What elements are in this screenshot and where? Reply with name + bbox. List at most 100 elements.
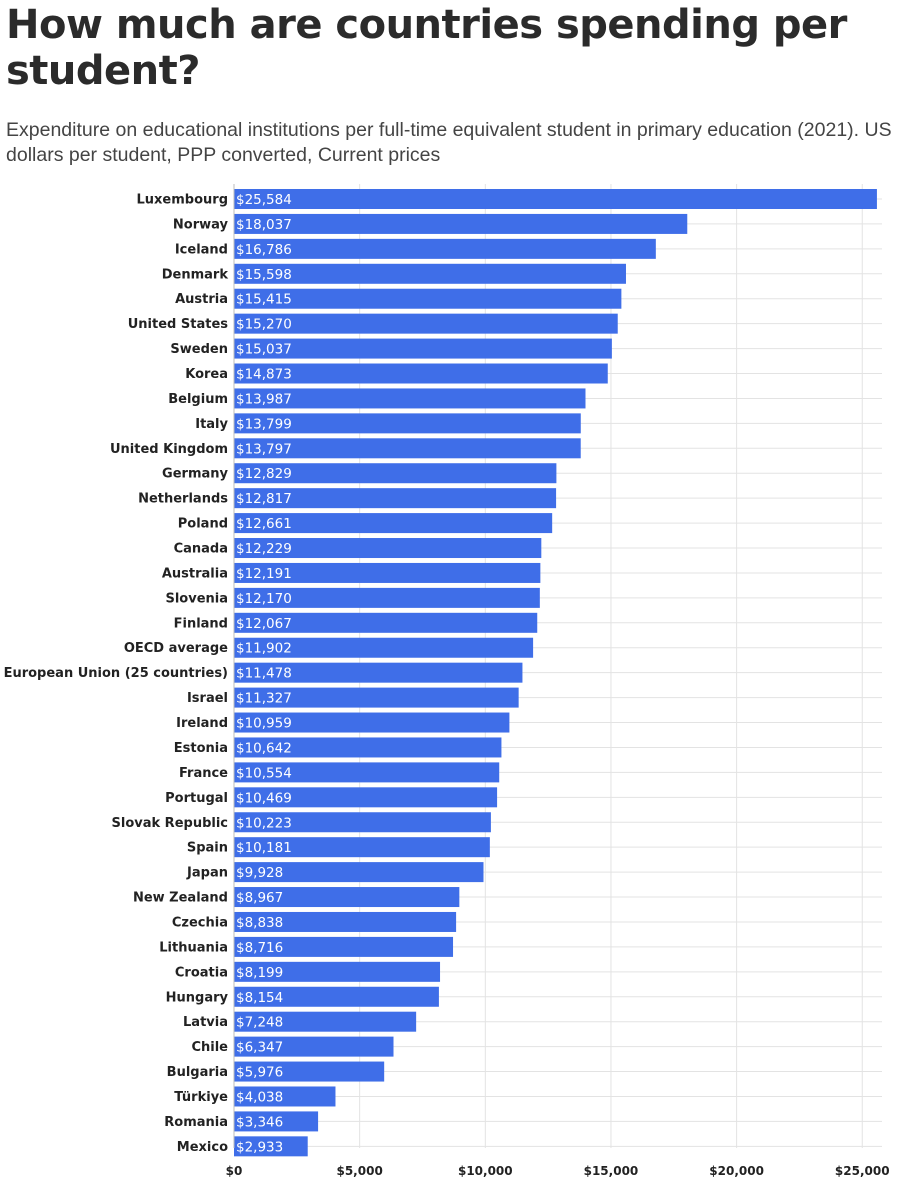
bar [234,363,608,384]
category-label: New Zealand [133,891,228,906]
category-label: Spain [187,841,228,856]
bar [234,562,541,583]
bar [234,637,534,658]
data-label: $11,478 [236,666,292,682]
bar [234,961,441,982]
bar [234,213,688,234]
data-label: $11,327 [236,691,292,707]
bar [234,612,538,633]
bar [234,662,523,683]
x-tick-label: $5,000 [336,1164,382,1178]
category-label: Latvia [183,1015,228,1030]
category-label: Luxembourg [137,193,229,208]
category-label: Finland [174,616,228,631]
data-label: $25,584 [236,192,292,208]
data-label: $15,037 [236,342,292,358]
bar [234,587,540,608]
category-label: Italy [195,417,228,432]
category-label: Netherlands [138,492,228,507]
category-label: Chile [191,1040,228,1055]
category-label: Portugal [165,791,228,806]
category-label: Japan [186,866,228,881]
category-label: Slovenia [165,591,228,606]
data-label: $7,248 [236,1015,283,1031]
bar-chart: $0 $5,000 $10,000 $15,000 $20,000 $25,000 Luxe… [4,184,890,1178]
data-label: $13,797 [236,441,292,457]
bar [234,1011,417,1032]
bar [234,762,500,783]
chart-title: How much are countries spending per stud… [6,2,847,94]
data-label: $12,829 [236,466,292,482]
x-tick-label: $15,000 [584,1164,639,1178]
category-label: Bulgaria [167,1065,228,1080]
bar [234,189,877,209]
data-label: $10,469 [236,790,292,806]
x-tick-label: $10,000 [458,1164,513,1178]
bar [234,288,622,309]
data-label: $3,346 [236,1114,283,1130]
bar [234,313,618,334]
category-label: European Union (25 countries) [4,666,228,681]
bar [234,1061,385,1082]
bar [234,338,612,359]
bar [234,911,457,932]
bar [234,388,586,409]
data-label: $11,902 [236,641,292,657]
data-label: $12,661 [236,516,292,532]
bar [234,687,519,708]
data-label: $12,067 [236,616,292,632]
bar [234,986,439,1007]
category-label: Australia [162,566,228,581]
bar [234,463,557,484]
category-label: United Kingdom [110,442,228,457]
bar [234,263,626,284]
data-label: $5,976 [236,1065,283,1081]
data-label: $15,415 [236,292,292,308]
data-label: $12,229 [236,541,292,557]
data-label: $8,199 [236,965,283,981]
data-label: $12,170 [236,591,292,607]
category-label: Slovak Republic [112,816,228,831]
chart-subtitle: Expenditure on educational institutions … [6,119,892,166]
data-label: $16,786 [236,242,292,258]
bar [234,737,502,758]
category-label: Croatia [175,965,228,980]
data-label: $8,838 [236,915,283,931]
data-label: $10,642 [236,740,292,756]
bar [234,887,460,908]
data-label: $15,598 [236,267,292,283]
bar [234,1086,336,1107]
data-label: $12,817 [236,491,292,507]
data-label: $12,191 [236,566,292,582]
bar [234,1136,308,1157]
data-label: $10,959 [236,716,292,732]
category-label: Iceland [175,242,228,257]
bar [234,936,454,957]
category-label: Denmark [162,267,229,282]
category-label: Mexico [177,1140,228,1155]
category-label: Austria [175,292,228,307]
category-label: Romania [164,1115,228,1130]
category-label: Belgium [168,392,228,407]
data-label: $13,987 [236,391,292,407]
data-label: $8,716 [236,940,283,956]
category-label: Lithuania [159,940,228,955]
category-label: France [179,766,228,781]
data-label: $6,347 [236,1040,283,1056]
category-label: Türkiye [174,1090,228,1105]
data-label: $18,037 [236,217,292,233]
category-label: United States [128,317,229,332]
bar [234,812,491,833]
category-label: OECD average [124,641,228,656]
bar [234,712,510,733]
category-label: Czechia [172,915,228,930]
category-label: Israel [187,691,228,706]
bar [234,488,557,509]
data-label: $9,928 [236,865,283,881]
category-label: Norway [173,217,229,232]
category-label: Ireland [176,716,228,731]
bar [234,413,581,434]
data-label: $8,967 [236,890,283,906]
x-tick-label: $0 [226,1164,243,1178]
data-label: $15,270 [236,317,292,333]
